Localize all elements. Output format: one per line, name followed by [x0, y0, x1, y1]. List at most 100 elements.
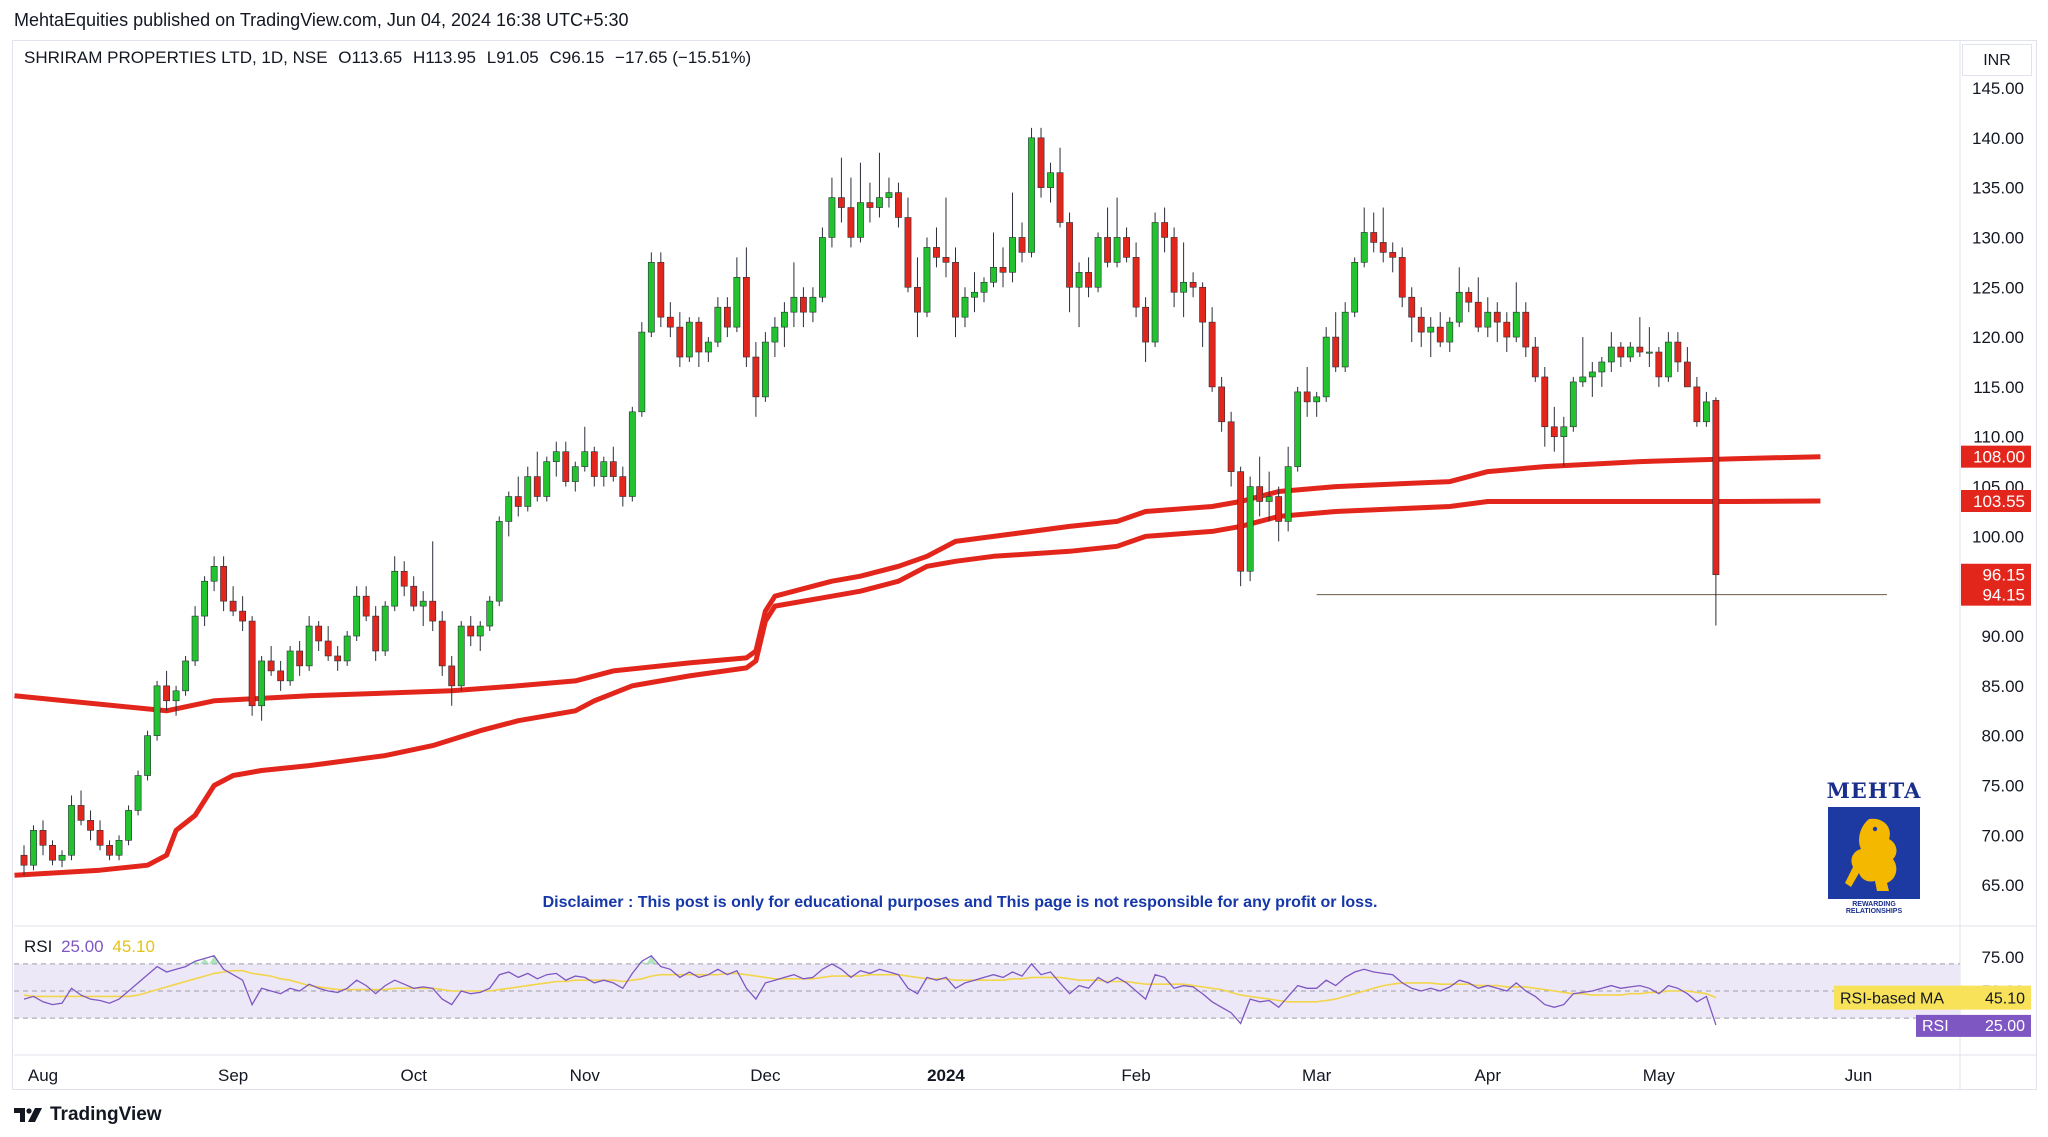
candle-body — [1009, 237, 1016, 273]
candle — [315, 621, 323, 651]
rsi-ma-badge-label: RSI-based MA — [1840, 991, 1944, 1008]
candle-body — [999, 267, 1007, 273]
price-label-box — [1961, 563, 2031, 586]
candle — [191, 606, 199, 666]
candle — [647, 252, 655, 338]
candle — [1123, 227, 1130, 263]
candle — [1227, 411, 1235, 487]
candle — [457, 621, 465, 691]
candle-body — [362, 595, 370, 617]
currency-button[interactable]: INR — [1962, 44, 2032, 76]
rsi-ma-badge: RSI-based MA 45.10 — [1834, 985, 2031, 1010]
candle — [239, 596, 247, 632]
disclaimer-text: Disclaimer : This post is only for educa… — [542, 894, 1378, 911]
candle-body — [628, 411, 636, 497]
rsi-legend-label: RSI — [24, 937, 53, 956]
price-label-box — [1961, 583, 2031, 606]
candle — [410, 576, 418, 612]
candle — [172, 685, 180, 716]
candle — [590, 446, 598, 487]
candle — [134, 770, 142, 816]
rsi-tick-label: 75.00 — [1981, 948, 2024, 967]
candle-body — [562, 451, 570, 482]
candle — [952, 247, 959, 338]
candle-body — [381, 605, 389, 652]
candle — [476, 621, 484, 651]
candle — [220, 556, 228, 612]
candle — [628, 406, 636, 502]
rsi-ma-badge-value: 45.10 — [1985, 991, 2025, 1008]
candle — [1132, 242, 1140, 318]
candle — [980, 277, 988, 303]
candle-body — [353, 595, 361, 637]
candle-body — [315, 625, 323, 642]
candle-body — [1180, 281, 1188, 293]
band-lower-line — [14, 498, 1821, 878]
candle-body — [1066, 222, 1073, 288]
rsi-ma-badge-bg — [1834, 985, 2031, 1010]
candle-body — [1712, 400, 1720, 576]
tradingview-brand[interactable]: TradingView — [14, 1104, 162, 1126]
x-tick-label: Sep — [218, 1066, 248, 1085]
candle — [1009, 192, 1016, 283]
x-tick-label: Jun — [1845, 1066, 1872, 1085]
candle — [1398, 247, 1406, 308]
candle — [885, 177, 893, 208]
candle — [704, 337, 712, 362]
x-tick-label: May — [1643, 1066, 1676, 1085]
candle-body — [30, 830, 37, 866]
logo-word: MEHTA — [1826, 778, 1922, 803]
candle-body — [1484, 311, 1492, 328]
candle-body — [1370, 232, 1378, 243]
rsi-ma-line — [23, 969, 1717, 1003]
candle-body — [1617, 346, 1625, 358]
candle — [1712, 397, 1720, 626]
candle-body — [1075, 272, 1083, 288]
candle — [752, 342, 760, 417]
candle — [1265, 471, 1273, 522]
candle — [790, 262, 798, 328]
candle — [1550, 406, 1558, 452]
candle-body — [1104, 237, 1111, 263]
candle-body — [1522, 311, 1530, 348]
candle-body — [838, 197, 845, 208]
candle — [334, 645, 342, 671]
candle-body — [1227, 421, 1235, 472]
candle — [1503, 312, 1511, 353]
tradingview-brand-text: TradingView — [50, 1104, 162, 1125]
candle — [961, 287, 969, 328]
y-tick-label: 140.00 — [1972, 129, 2024, 148]
candle-body — [172, 690, 180, 702]
candle — [1417, 307, 1425, 348]
candle — [87, 810, 94, 841]
candle-body — [790, 296, 798, 313]
candle-body — [514, 496, 522, 507]
candle — [1617, 342, 1625, 367]
candle — [505, 491, 513, 537]
candle-body — [733, 276, 741, 328]
y-tick-label: 75.00 — [1981, 776, 2024, 795]
candle-body — [1560, 426, 1568, 438]
candle-body — [343, 635, 351, 662]
candle — [990, 232, 997, 288]
candle — [1360, 207, 1368, 268]
candle — [742, 247, 750, 367]
candle — [1094, 232, 1102, 293]
candle-body — [1265, 496, 1273, 502]
candle-body — [1170, 237, 1178, 293]
candle — [1531, 337, 1539, 382]
candle — [1379, 207, 1387, 263]
candle — [96, 820, 104, 851]
candle — [1541, 366, 1549, 447]
candle-body — [163, 685, 170, 702]
candle — [1075, 262, 1083, 328]
candle-body — [334, 655, 342, 662]
candle — [1693, 376, 1701, 427]
y-tick-label: 90.00 — [1981, 627, 2024, 646]
candle-body — [1303, 391, 1311, 403]
candle-body — [239, 610, 247, 622]
candle-body — [1408, 296, 1416, 318]
candle-body — [505, 496, 513, 522]
y-tick-label: 100.00 — [1972, 527, 2024, 546]
